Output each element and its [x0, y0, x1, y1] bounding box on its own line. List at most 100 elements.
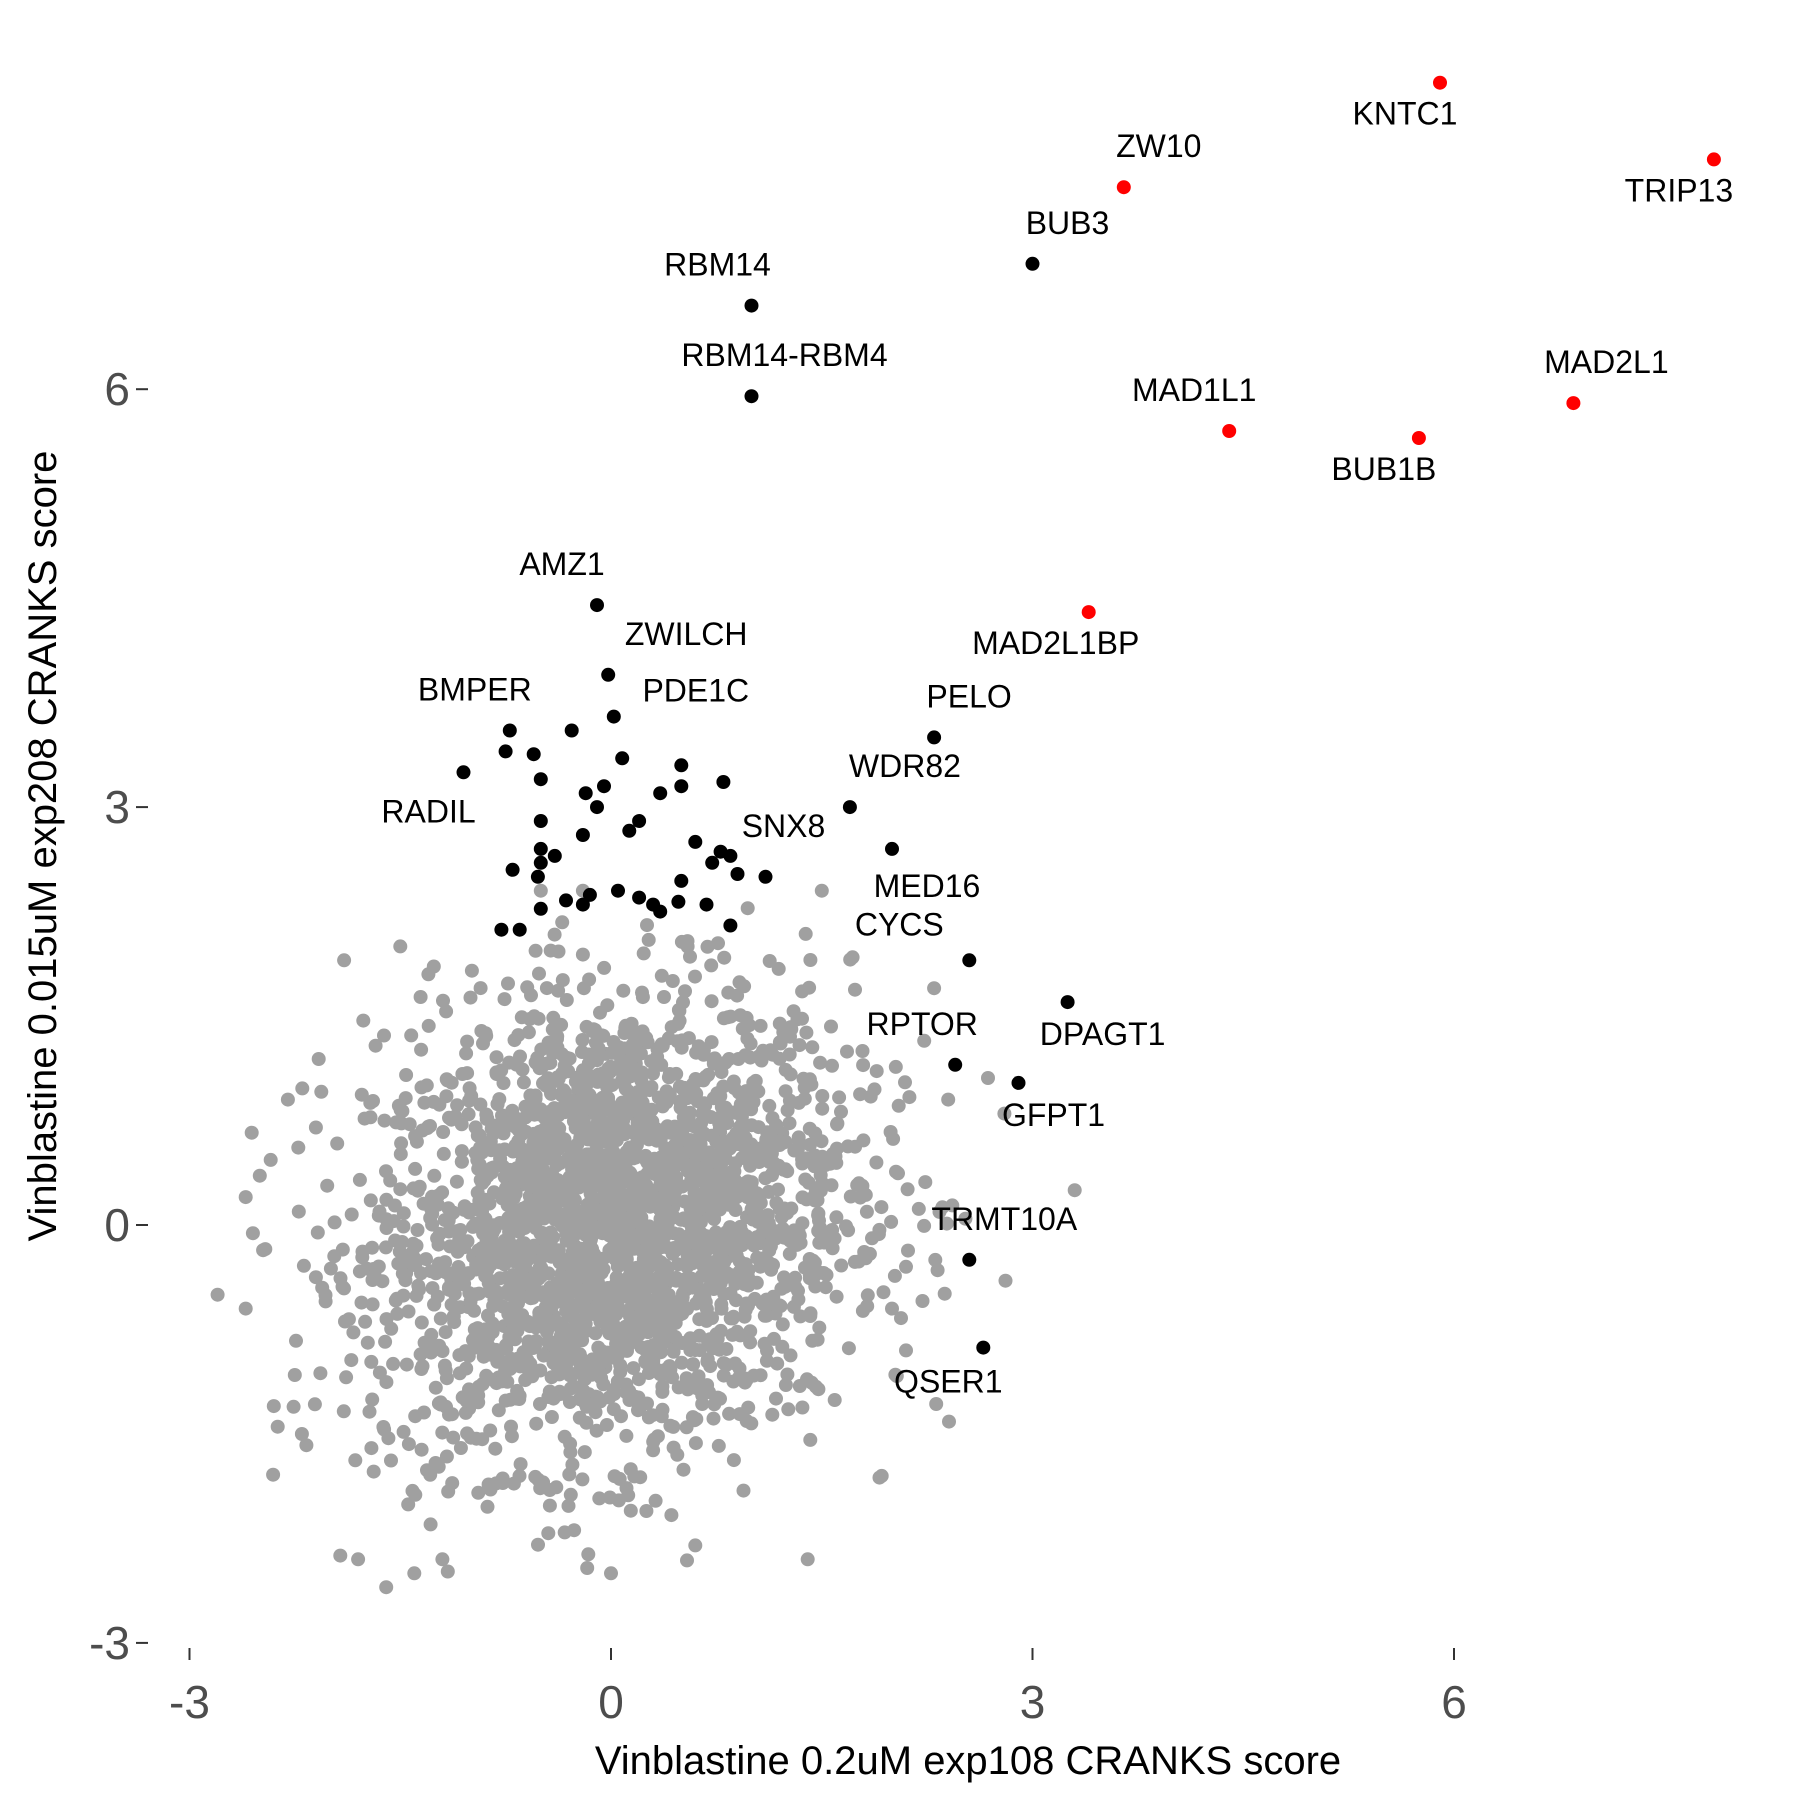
- background-point: [469, 1431, 484, 1446]
- gene-label: MAD2L1BP: [972, 625, 1139, 661]
- background-point: [666, 1344, 681, 1359]
- background-point: [684, 1209, 698, 1224]
- background-point: [858, 1187, 873, 1202]
- background-point: [414, 1042, 429, 1057]
- background-point: [575, 1472, 590, 1487]
- background-point: [401, 1497, 416, 1512]
- hit-point: [590, 800, 604, 815]
- background-point: [743, 1335, 758, 1350]
- highlight-point: [1566, 396, 1581, 411]
- hit-point: [674, 873, 689, 888]
- background-point: [575, 1045, 589, 1059]
- background-point: [655, 1402, 670, 1417]
- background-point: [476, 1210, 491, 1225]
- background-point: [423, 1264, 438, 1279]
- background-point: [735, 1021, 750, 1036]
- background-point: [327, 1215, 342, 1230]
- background-point: [573, 1350, 588, 1365]
- background-point: [358, 1314, 373, 1329]
- hit-point: [597, 779, 611, 794]
- background-point: [425, 1281, 440, 1296]
- background-point: [564, 1369, 579, 1383]
- background-point: [589, 1423, 604, 1438]
- y-tick-label: 6: [104, 363, 130, 415]
- background-point: [653, 1328, 668, 1343]
- x-tick-label: -3: [169, 1676, 210, 1728]
- background-point: [840, 1044, 854, 1059]
- background-point: [455, 1277, 470, 1292]
- background-point: [700, 1242, 715, 1257]
- background-point: [414, 1362, 429, 1376]
- background-point: [687, 1230, 702, 1245]
- background-point: [432, 1097, 447, 1112]
- background-point: [702, 1145, 717, 1160]
- background-point: [550, 1040, 565, 1055]
- background-point: [414, 1442, 429, 1457]
- hit-point: [606, 709, 621, 724]
- background-point: [444, 1297, 459, 1312]
- background-point: [698, 1098, 713, 1113]
- background-point: [555, 915, 570, 930]
- background-point: [740, 1190, 755, 1205]
- background-point: [631, 1372, 646, 1387]
- background-point: [803, 1432, 818, 1447]
- background-point: [771, 1158, 786, 1173]
- highlight-point: [1081, 605, 1096, 620]
- background-point: [711, 1156, 726, 1171]
- background-point: [554, 1017, 569, 1032]
- background-point: [528, 1281, 543, 1296]
- background-point: [379, 1164, 393, 1179]
- background-point: [387, 1198, 402, 1213]
- background-point: [364, 1441, 379, 1456]
- background-point: [435, 1425, 450, 1440]
- background-point: [408, 1487, 423, 1502]
- background-point: [544, 1370, 559, 1385]
- background-point: [545, 1194, 560, 1209]
- background-point: [337, 953, 352, 968]
- background-point: [942, 1414, 956, 1429]
- background-point: [738, 1303, 753, 1317]
- background-point: [604, 1566, 618, 1581]
- background-point: [719, 1265, 734, 1280]
- background-point: [443, 1239, 457, 1254]
- background-point: [558, 1085, 572, 1100]
- background-point: [602, 1490, 617, 1505]
- background-point: [502, 1362, 517, 1377]
- background-point: [714, 1065, 729, 1080]
- background-point: [635, 1065, 649, 1080]
- background-point: [533, 883, 548, 898]
- background-point: [653, 1212, 668, 1226]
- background-point: [855, 1303, 870, 1318]
- background-point: [730, 988, 745, 1003]
- background-point: [419, 1252, 433, 1267]
- background-point: [688, 1538, 703, 1553]
- hit-point: [653, 904, 668, 919]
- x-tick-label: 6: [1441, 1676, 1467, 1728]
- background-point: [687, 1413, 702, 1428]
- background-point: [714, 1100, 729, 1114]
- background-point: [529, 1180, 544, 1195]
- background-point: [701, 1334, 716, 1349]
- background-point: [761, 1224, 776, 1239]
- background-point: [333, 1548, 348, 1563]
- background-point: [654, 1175, 669, 1190]
- background-point: [351, 1552, 366, 1567]
- background-point: [611, 1203, 626, 1218]
- background-point: [799, 1192, 814, 1207]
- background-point: [725, 1311, 740, 1326]
- hit-point: [590, 598, 604, 613]
- background-point: [688, 969, 702, 984]
- background-point: [688, 1378, 703, 1393]
- background-point: [439, 1072, 454, 1087]
- background-point: [550, 1277, 565, 1292]
- gene-label: BMPER: [418, 672, 532, 708]
- y-tick-label: -3: [89, 1617, 130, 1669]
- background-point: [706, 1411, 721, 1426]
- background-point: [393, 1182, 408, 1197]
- hit-point: [976, 1340, 991, 1355]
- hit-point: [723, 918, 738, 933]
- background-point: [423, 1119, 437, 1133]
- background-point: [344, 1353, 359, 1368]
- background-point: [664, 1508, 679, 1523]
- background-point: [641, 1309, 656, 1324]
